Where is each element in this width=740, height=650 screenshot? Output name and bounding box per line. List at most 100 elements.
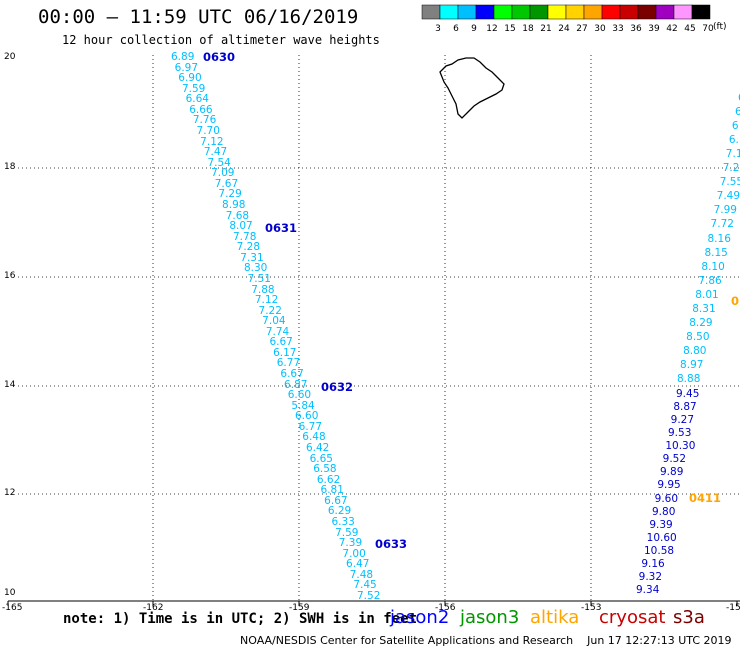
legend-color-box	[565, 4, 585, 20]
wave-height-value: 7.70	[196, 124, 220, 137]
wave-height-value: 8.07	[229, 220, 253, 233]
wave-height-value: 6.81	[320, 484, 344, 497]
wave-height-value: 7.51	[247, 272, 271, 285]
wave-height-value: 6.62	[316, 473, 341, 486]
legend-label: 30	[594, 24, 606, 34]
wave-height-value: 6.90	[178, 72, 202, 85]
wave-height-value: 9.53	[668, 427, 692, 440]
wave-height-value: 9.89	[660, 466, 684, 479]
wave-height-value: 7.59	[335, 526, 359, 539]
wave-height-value: 6.67	[280, 368, 304, 381]
wave-height-value: 6.77	[298, 420, 323, 433]
wave-height-value: 7.1	[725, 148, 740, 161]
wave-height-value: 8.98	[222, 198, 246, 211]
wave-height-value: 7.39	[338, 537, 363, 550]
wave-height-value: 6.47	[346, 558, 370, 571]
legend-label: 70	[702, 24, 714, 34]
legend-color-box	[691, 4, 711, 20]
lat-tick-label: 20	[4, 52, 16, 62]
wave-height-value: 8.15	[704, 246, 728, 259]
wave-height-value: 7.47	[203, 146, 228, 159]
lon-tick-label: -153	[581, 603, 602, 613]
wave-height-value: 8.31	[692, 302, 716, 315]
lat-tick-label: 12	[4, 488, 16, 498]
track-time-label: 0632	[321, 380, 354, 394]
legend-label: 33	[612, 24, 623, 34]
wave-height-value: 7.49	[716, 190, 740, 203]
wave-height-value: 5.84	[291, 399, 315, 412]
legend-label: 27	[576, 24, 587, 34]
legend-color-box	[673, 4, 693, 20]
wave-height-value: 6	[738, 92, 740, 104]
wave-height-value: 10.58	[644, 544, 675, 557]
wave-height-value: 8.01	[695, 288, 719, 301]
wave-height-value: 7.86	[698, 274, 722, 287]
wave-height-value: 7.48	[349, 568, 374, 581]
wave-height-value: 6.67	[269, 336, 293, 349]
wave-height-value: 6.77	[276, 357, 301, 370]
wave-height-value: 8.97	[680, 358, 704, 371]
wave-height-value: 9.27	[670, 414, 695, 427]
wave-height-value: 8.10	[701, 260, 725, 273]
lon-tick-label: -165	[2, 603, 23, 613]
legend-label: 24	[558, 24, 570, 34]
wave-height-value: 7.72	[710, 218, 734, 231]
legend-label: 45	[684, 24, 695, 34]
wave-height-value: 7.88	[251, 283, 275, 296]
wave-height-value: 7.52	[357, 590, 381, 602]
wave-height-value: 6.89	[171, 51, 195, 63]
wave-height-value: 7.59	[181, 82, 206, 95]
legend-cryosat: cryosat	[599, 607, 666, 628]
track-time-label: 0630	[203, 50, 236, 64]
wave-height-value: 9.32	[638, 570, 663, 583]
wave-height-value: 7.54	[207, 156, 231, 169]
wave-height-value: 6	[734, 106, 740, 119]
wave-height-value: 6.48	[302, 431, 326, 444]
wave-height-value: 7.12	[254, 294, 279, 307]
wave-height-value: 7.31	[240, 251, 264, 264]
legend-label: 18	[522, 24, 534, 34]
wave-height-value: 8.30	[243, 262, 268, 275]
lat-tick-label: 18	[4, 162, 16, 172]
wave-height-value: 6	[731, 120, 739, 133]
wave-height-value: 8.50	[686, 330, 710, 343]
legend-label: 36	[630, 24, 642, 34]
wave-height-value: 6.17	[273, 346, 297, 359]
legend-color-box	[583, 4, 603, 20]
wave-height-value: 6.33	[331, 516, 355, 529]
legend-color-box	[529, 4, 549, 20]
wave-height-value: 7.2	[722, 162, 740, 175]
legend-color-box	[511, 4, 531, 20]
credit-line: NOAA/NESDIS Center for Satellite Applica…	[240, 634, 732, 647]
wave-height-value: 7.78	[233, 230, 257, 243]
legend-label: 9	[471, 24, 477, 34]
legend-units: (ft)	[713, 22, 727, 32]
wave-height-value: 7.04	[262, 315, 286, 328]
lat-tick-label: 10	[4, 588, 16, 598]
wave-height-value: 6.60	[295, 410, 319, 423]
legend-jason2: jason2	[390, 607, 450, 628]
legend-label: 12	[486, 24, 497, 34]
wave-height-value: 6.	[728, 134, 739, 147]
legend-label: 39	[648, 24, 660, 34]
legend-color-box	[601, 4, 621, 20]
wave-height-value: 9.80	[652, 505, 676, 518]
wave-height-value: 6.97	[174, 61, 199, 74]
wave-height-value: 6.66	[189, 103, 213, 116]
legend-label: 42	[666, 24, 677, 34]
wave-height-value: 7.74	[265, 325, 290, 338]
wave-height-value: 7.76	[192, 114, 217, 127]
wave-height-value: 9.34	[636, 584, 660, 596]
wave-height-value: 8.16	[707, 232, 731, 245]
legend-jason3: jason3	[460, 607, 520, 628]
wave-height-value: 6.42	[305, 442, 330, 455]
track-time-label: 0411	[689, 491, 722, 505]
wave-height-value: 7.28	[236, 241, 261, 254]
wave-height-value: 6.67	[324, 494, 348, 507]
legend-altika: altika	[530, 607, 580, 628]
wave-height-value: 7.09	[211, 167, 235, 180]
track-time-label: 0633	[375, 537, 408, 551]
map-note: note: 1) Time is in UTC; 2) SWH is in fe…	[63, 611, 418, 627]
